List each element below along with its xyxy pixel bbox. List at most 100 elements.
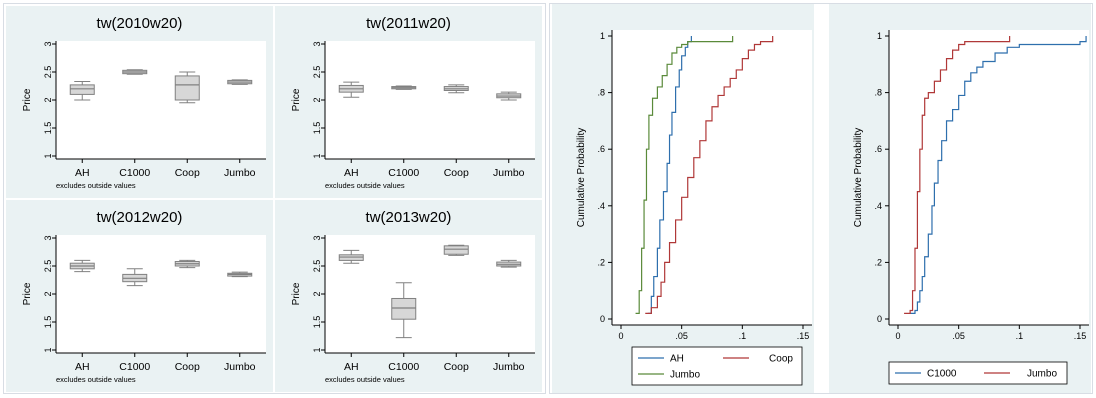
x-tick-label: .05 <box>952 331 965 341</box>
box-cell: tw(2010w20) 1 1.5 2 2.5 3 Price AH C1000 Coop Jumb… <box>6 6 273 198</box>
y-tick-label: 1.5 <box>43 316 53 329</box>
series-line-ah <box>647 36 692 314</box>
y-tick-label: 2.5 <box>43 66 53 79</box>
legend-label-ah: AH <box>670 354 684 365</box>
plot-area <box>56 235 266 353</box>
category-label: Coop <box>175 167 200 179</box>
cdf-plot-figure: 0 .2 .4 .6 .8 1 0 .05 .1 .15 Cumulative Probabilit… <box>552 4 1091 393</box>
cell-title: tw(2013w20) <box>366 209 452 226</box>
y-tick-label: 3 <box>43 41 53 46</box>
category-label: C1000 <box>119 361 150 373</box>
series-line-jumbo <box>635 36 734 314</box>
category-label: Coop <box>444 167 469 179</box>
series-line-coop <box>645 36 774 314</box>
y-tick-label: 2.5 <box>312 66 322 79</box>
x-tick-label: .15 <box>797 331 810 341</box>
x-tick-label: 0 <box>895 331 900 341</box>
plot-area <box>612 30 812 325</box>
y-tick-label: 0 <box>877 314 882 324</box>
y-axis-title: Price <box>22 88 33 111</box>
footnote: excludes outside values <box>325 181 405 190</box>
y-tick-label: 2 <box>312 291 322 296</box>
legend-box <box>888 361 1068 385</box>
category-label: Jumbo <box>224 167 256 179</box>
y-tick-label: 1 <box>312 347 322 352</box>
x-tick-label: .05 <box>675 331 688 341</box>
box-cell: tw(2012w20) 1 1.5 2 2.5 3 Price AH C1000 Coop Jumb… <box>6 200 273 392</box>
x-tick-label: .15 <box>1074 331 1087 341</box>
series-line-jumbo <box>904 36 1011 314</box>
y-tick-label: 3 <box>43 235 53 240</box>
category-label: C1000 <box>119 167 150 179</box>
category-label: Jumbo <box>493 361 525 373</box>
box <box>443 245 469 255</box>
y-tick-label: .8 <box>874 88 882 98</box>
box <box>391 297 417 320</box>
cell-title: tw(2012w20) <box>97 209 183 226</box>
y-tick-label: 2 <box>312 97 322 102</box>
y-tick-label: 3 <box>312 41 322 46</box>
legend-label-jumbo: Jumbo <box>670 370 700 381</box>
y-axis-title: Price <box>22 282 33 305</box>
category-label: AH <box>75 361 90 373</box>
category-label: C1000 <box>388 361 419 373</box>
category-label: AH <box>344 167 359 179</box>
plot-area <box>325 235 535 353</box>
x-tick-label: 0 <box>618 331 623 341</box>
footnote: excludes outside values <box>56 375 136 384</box>
legend-label-jumbo: Jumbo <box>1027 369 1057 380</box>
x-tick-label: .1 <box>739 331 747 341</box>
box-plot-panel: tw(2010w20) 1 1.5 2 2.5 3 Price AH C1000 Coop Jumb… <box>3 3 546 394</box>
x-tick-label: .1 <box>1016 331 1024 341</box>
legend: AH Coop Jumbo <box>631 346 803 386</box>
footnote: excludes outside values <box>56 181 136 190</box>
cdf-plot: 0 .2 .4 .6 .8 1 0 .05 .1 .15 Cumulative Probabilit… <box>552 4 814 393</box>
y-tick-label: 1 <box>312 153 322 158</box>
box-cell: tw(2011w20) 1 1.5 2 2.5 3 Price AH C1000 Coop Jumb… <box>275 6 542 198</box>
category-label: Jumbo <box>224 361 256 373</box>
box <box>69 84 95 95</box>
cell-title: tw(2011w20) <box>366 15 451 32</box>
category-label: Coop <box>175 361 200 373</box>
y-tick-label: .6 <box>597 144 605 154</box>
box <box>174 75 200 101</box>
y-tick-label: 0 <box>600 314 605 324</box>
y-tick-label: .4 <box>597 201 605 211</box>
y-tick-label: 1.5 <box>312 316 322 329</box>
y-tick-label: 1 <box>600 31 605 41</box>
y-tick-label: 1.5 <box>312 122 322 135</box>
footnote: excludes outside values <box>325 375 405 384</box>
y-axis-title: Cumulative Probability <box>576 128 587 228</box>
category-label: AH <box>75 167 90 179</box>
cell-title: tw(2010w20) <box>97 15 183 32</box>
legend-label-coop: Coop <box>769 354 793 365</box>
y-tick-label: 2 <box>43 97 53 102</box>
plot-area <box>325 41 535 159</box>
y-tick-label: 3 <box>312 235 322 240</box>
legend: C1000 Jumbo <box>888 361 1068 385</box>
y-tick-label: 1 <box>43 153 53 158</box>
category-label: AH <box>344 361 359 373</box>
y-tick-label: .4 <box>874 201 882 211</box>
plot-area <box>889 30 1089 325</box>
legend-box <box>631 346 803 386</box>
y-tick-label: .2 <box>874 257 882 267</box>
y-tick-label: .2 <box>597 257 605 267</box>
series-line-c1000 <box>910 36 1087 314</box>
category-label: Jumbo <box>493 167 525 179</box>
y-axis-title: Cumulative Probability <box>853 128 864 228</box>
cdf-plot-panel: 0 .2 .4 .6 .8 1 0 .05 .1 .15 Cumulative Probabilit… <box>549 3 1093 394</box>
y-tick-label: 2 <box>43 291 53 296</box>
box-cell: tw(2013w20) 1 1.5 2 2.5 3 Price AH C1000 Coop Jumb… <box>275 200 542 392</box>
category-label: Coop <box>444 361 469 373</box>
y-tick-label: .8 <box>597 88 605 98</box>
y-tick-label: 1.5 <box>43 122 53 135</box>
plot-area <box>56 41 266 159</box>
y-tick-label: 1 <box>43 347 53 352</box>
y-tick-label: 1 <box>877 31 882 41</box>
box-plot-figure: tw(2010w20) 1 1.5 2 2.5 3 Price AH C1000 Coop Jumb… <box>6 6 542 392</box>
cdf-plot: 0 .2 .4 .6 .8 1 0 .05 .1 .15 Cumulative Probabilit… <box>829 4 1091 393</box>
y-axis-title: Price <box>291 282 302 305</box>
y-tick-label: 2.5 <box>312 260 322 273</box>
legend-label-c1000: C1000 <box>927 369 957 380</box>
